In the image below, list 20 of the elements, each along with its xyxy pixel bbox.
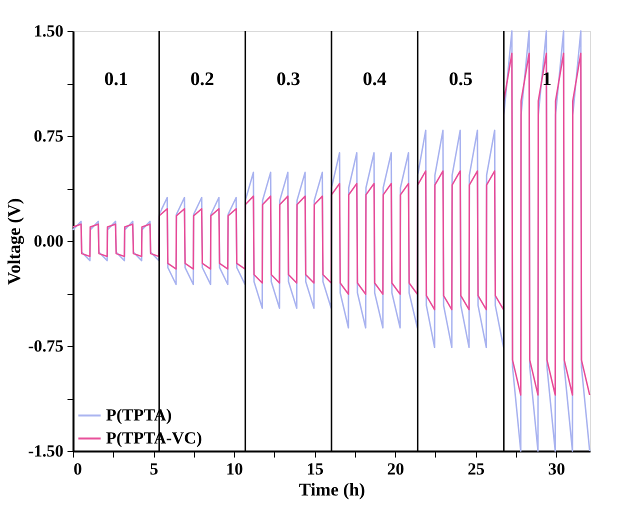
annotation: 0.2 xyxy=(190,69,214,90)
x-tick-label: 15 xyxy=(306,460,324,478)
x-tick-label: 30 xyxy=(548,460,566,478)
y-tick-label: 1.50 xyxy=(34,22,64,40)
annotation: 0.5 xyxy=(448,69,473,90)
y-axis-title: Voltage (V) xyxy=(4,198,24,285)
x-tick-label: 20 xyxy=(387,460,404,478)
x-axis-title: Time (h) xyxy=(298,480,366,500)
annotation: 0.4 xyxy=(362,69,387,90)
x-tick-label: 25 xyxy=(468,460,485,478)
x-tick-label: 10 xyxy=(226,460,244,478)
y-tick-label: 0.75 xyxy=(34,126,64,146)
y-tick-label: 0.00 xyxy=(34,232,64,250)
x-tick-label: 0 xyxy=(74,460,82,478)
y-tick-label: -1.50 xyxy=(28,442,64,460)
x-tick-label: 5 xyxy=(150,460,158,478)
annotation: 0.1 xyxy=(104,69,128,90)
y-tick-label: -0.75 xyxy=(28,336,64,356)
annotation: 0.3 xyxy=(276,69,300,90)
line-series xyxy=(72,52,590,396)
